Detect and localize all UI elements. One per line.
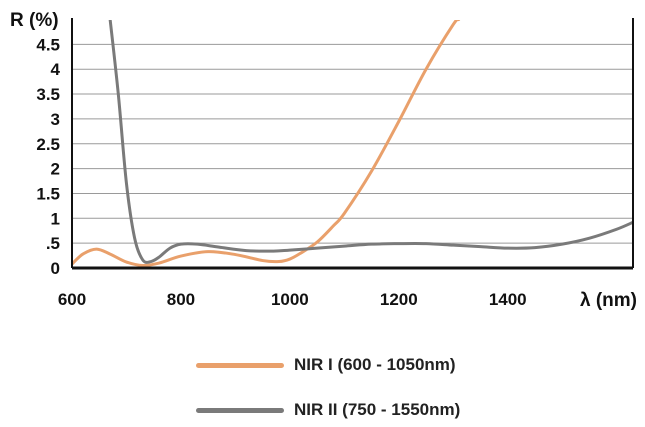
y-tick-label: .5 — [46, 234, 60, 253]
series-line-nir1 — [72, 20, 461, 268]
x-tick-label: 1400 — [489, 290, 527, 309]
x-tick-label: 800 — [167, 290, 195, 309]
x-tick-label: 600 — [58, 290, 86, 309]
y-tick-label: 0 — [51, 259, 60, 278]
y-tick-label: 1.5 — [36, 184, 60, 203]
axes — [71, 18, 634, 270]
y-axis-title: R (%) — [10, 10, 59, 31]
grid — [72, 43, 633, 244]
y-tick-label: 3 — [51, 110, 60, 129]
x-tick-label: 1000 — [271, 290, 309, 309]
y-tick-label: 2 — [51, 160, 60, 179]
y-tick-label: 1 — [51, 209, 60, 228]
y-tick-label: 3.5 — [36, 85, 60, 104]
legend-label-nir2: NIR II (750 - 1550nm) — [294, 400, 461, 419]
legend-item-nir2: NIR II (750 - 1550nm) — [196, 395, 556, 425]
legend-swatch-nir1 — [196, 362, 284, 368]
x-tick-label: 1200 — [380, 290, 418, 309]
legend-swatch-nir2 — [196, 407, 284, 413]
y-tick-label: 2.5 — [36, 135, 60, 154]
y-tick-label: 4.5 — [36, 35, 60, 54]
x-axis-title: λ (nm) — [580, 290, 637, 311]
legend-item-nir1: NIR I (600 - 1050nm) — [196, 350, 556, 380]
legend-label-nir1: NIR I (600 - 1050nm) — [294, 355, 456, 374]
ticks: 0 .5 1 1.5 2 2.5 3 3.5 4 4.5 600 800 1000 1200 1400 — [36, 35, 526, 309]
series-line-nir2 — [108, 20, 633, 264]
series-layer — [72, 20, 633, 268]
y-tick-label: 4 — [51, 60, 61, 79]
